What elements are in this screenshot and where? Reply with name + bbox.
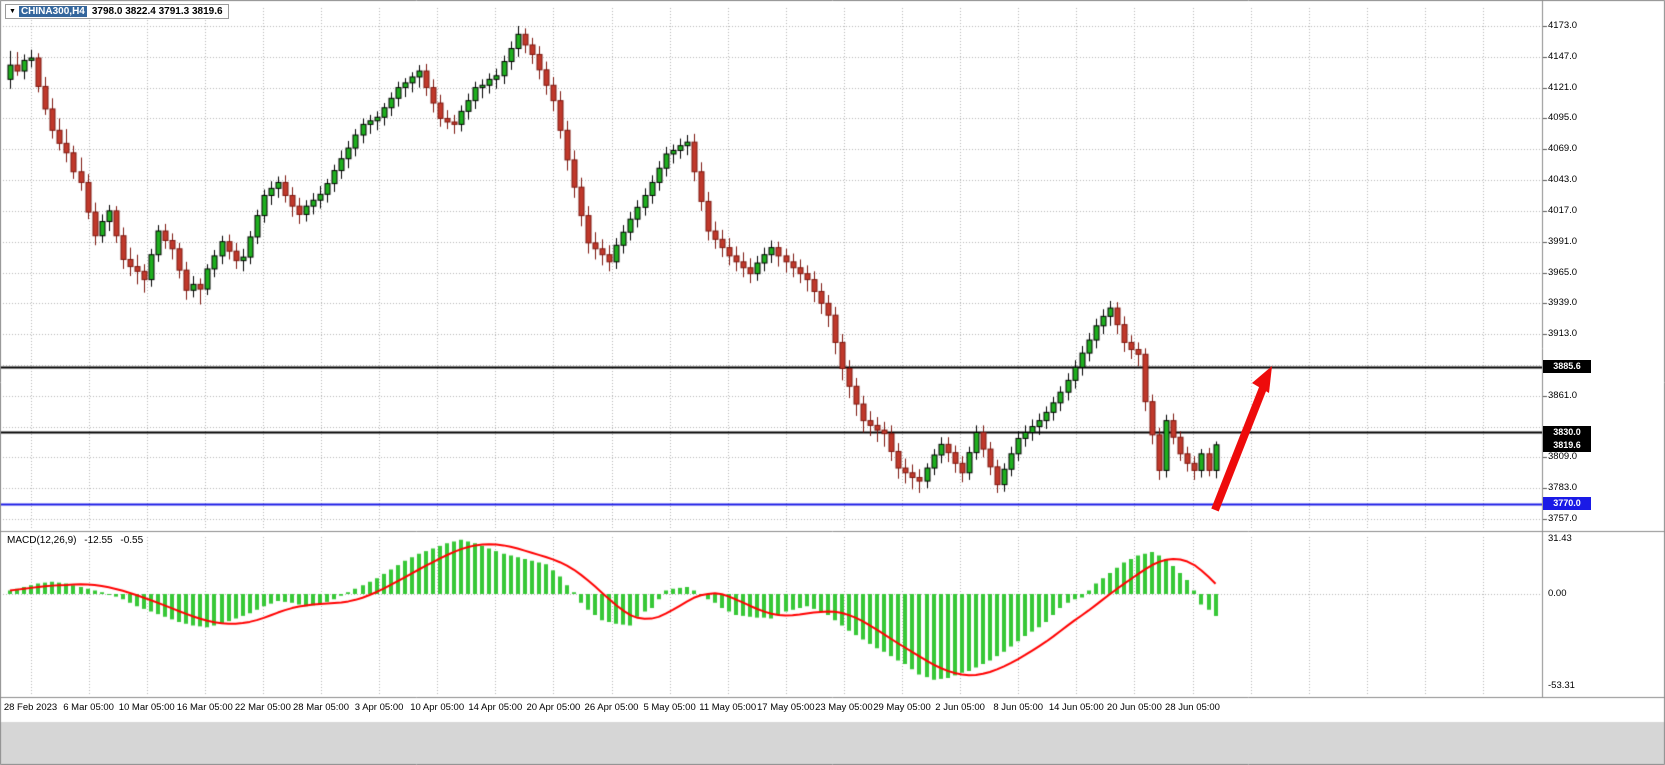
time-tick-label: 22 Mar 05:00 bbox=[234, 702, 291, 713]
price-tick-label: 4095.0 bbox=[1548, 112, 1578, 124]
dropdown-caret-icon[interactable]: ▼ bbox=[9, 7, 16, 15]
price-tick-label: 4069.0 bbox=[1548, 143, 1578, 155]
price-tick-label: 3991.0 bbox=[1548, 235, 1578, 247]
price-tick-label: 3783.0 bbox=[1548, 482, 1578, 494]
price-tick-label: 3913.0 bbox=[1548, 328, 1578, 340]
time-tick-label: 26 Apr 05:00 bbox=[584, 702, 639, 713]
price-tick-label: 4173.0 bbox=[1548, 20, 1578, 31]
time-tick-label: 28 Jun 05:00 bbox=[1165, 702, 1220, 713]
ohlc-values-label: 3798.0 3822.4 3791.3 3819.6 bbox=[91, 6, 223, 17]
price-tick-label: 3861.0 bbox=[1548, 389, 1578, 401]
time-tick-label: 6 Mar 05:00 bbox=[63, 702, 114, 713]
time-tick-label: 28 Mar 05:00 bbox=[293, 702, 349, 713]
time-tick-label: 3 Apr 05:00 bbox=[354, 702, 404, 713]
price-tick-label: 4121.0 bbox=[1548, 81, 1578, 93]
time-tick-label: 10 Mar 05:00 bbox=[118, 702, 175, 713]
macd-signal-value: -0.55 bbox=[120, 535, 144, 546]
level-price-badge: 3885.6 bbox=[1543, 360, 1591, 374]
macd-scale-min-label: -53.31 bbox=[1548, 680, 1575, 691]
time-axis[interactable]: 28 Feb 2023 6 Mar 05:00 10 Mar 05:00 16 Mar… bbox=[0, 697, 1542, 723]
price-axis[interactable]: 31.43 0.00 -53.31 4173.0 4147.0 4121.0 4095… bbox=[1543, 0, 1665, 697]
current-price-badge: 3819.6 bbox=[1543, 438, 1591, 452]
time-tick-label: 2 Jun 05:00 bbox=[935, 702, 985, 713]
price-tick-label: 3809.0 bbox=[1548, 451, 1578, 463]
time-tick-label: 10 Apr 05:00 bbox=[410, 702, 465, 713]
macd-main-value: -12.55 bbox=[84, 535, 113, 546]
time-tick-label: 23 May 05:00 bbox=[815, 702, 873, 713]
macd-scale-max-label: 31.43 bbox=[1548, 533, 1572, 544]
price-tick-label: 4017.0 bbox=[1548, 204, 1578, 216]
time-tick-label: 17 May 05:00 bbox=[757, 702, 815, 713]
macd-title: MACD(12,26,9) bbox=[7, 535, 77, 546]
time-tick-label: 29 May 05:00 bbox=[873, 702, 931, 713]
symbol-timeframe-label: CHINA300,H4 bbox=[18, 6, 87, 17]
time-tick-label: 14 Apr 05:00 bbox=[468, 702, 523, 713]
time-tick-label: 20 Jun 05:00 bbox=[1106, 702, 1162, 713]
price-tick-label: 4147.0 bbox=[1548, 50, 1578, 62]
time-tick-label: 28 Feb 2023 bbox=[3, 702, 58, 713]
time-tick-label: 14 Jun 05:00 bbox=[1048, 702, 1104, 713]
macd-scale-zero-label: 0.00 bbox=[1548, 588, 1567, 599]
price-tick-label: 3965.0 bbox=[1548, 266, 1578, 278]
price-tick-label: 4043.0 bbox=[1548, 174, 1578, 186]
price-tick-label: 3757.0 bbox=[1548, 513, 1578, 524]
symbol-selector[interactable]: ▼ CHINA300,H4 3798.0 3822.4 3791.3 3819.… bbox=[5, 4, 229, 19]
price-tick-label: 3939.0 bbox=[1548, 297, 1578, 309]
time-tick-label: 16 Mar 05:00 bbox=[176, 702, 233, 713]
level-price-badge: 3830.0 bbox=[1543, 425, 1591, 439]
time-tick-label: 5 May 05:00 bbox=[643, 702, 696, 713]
level-price-badge: 3770.0 bbox=[1543, 497, 1591, 511]
time-tick-label: 8 Jun 05:00 bbox=[993, 702, 1044, 713]
macd-indicator-label: MACD(12,26,9) -12.55 -0.55 bbox=[7, 535, 148, 546]
time-tick-label: 11 May 05:00 bbox=[699, 702, 757, 713]
time-tick-label: 20 Apr 05:00 bbox=[526, 702, 581, 713]
